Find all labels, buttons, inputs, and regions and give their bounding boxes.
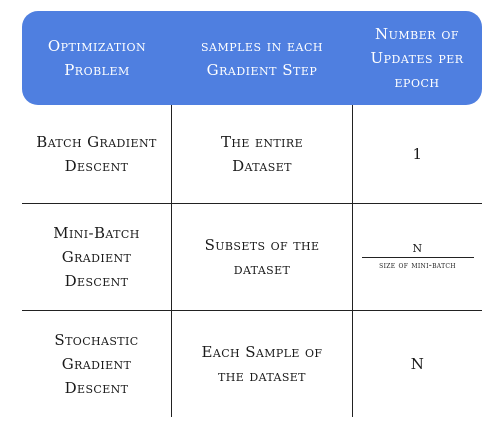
fraction-numerator: N bbox=[412, 242, 423, 255]
table-row-batch-updates: 1 bbox=[412, 145, 423, 163]
fraction-denominator: size of mini-batch bbox=[379, 261, 456, 271]
header-optimization-problem: Optimization Problem bbox=[47, 37, 147, 79]
table-row-stochastic-samples: Each Sample of the dataset bbox=[201, 343, 323, 385]
table-row-minibatch-samples: Subsets of the dataset bbox=[204, 236, 320, 278]
row-divider-2 bbox=[22, 310, 482, 311]
table-row-minibatch-method: Mini-Batch Gradient Descent bbox=[53, 224, 140, 290]
row-divider-1 bbox=[22, 203, 482, 204]
updates-fraction: N size of mini-batch bbox=[361, 242, 474, 272]
table-row-stochastic-method: Stochastic Gradient Descent bbox=[54, 331, 139, 397]
header-samples-per-step: samples in each Gradient Step bbox=[200, 37, 323, 79]
table-row-batch-method: Batch Gradient Descent bbox=[36, 133, 157, 175]
header-updates-per-epoch: Number of Updates per epoch bbox=[370, 25, 464, 91]
table-row-stochastic-updates: N bbox=[410, 355, 425, 373]
fraction-bar bbox=[361, 257, 474, 258]
table-row-minibatch-updates: N size of mini-batch bbox=[353, 204, 482, 310]
column-divider-2 bbox=[352, 105, 353, 417]
table-row-batch-samples: The entire Dataset bbox=[220, 133, 304, 175]
table-header: Optimization Problem samples in each Gra… bbox=[22, 11, 482, 105]
column-divider-1 bbox=[171, 105, 172, 417]
